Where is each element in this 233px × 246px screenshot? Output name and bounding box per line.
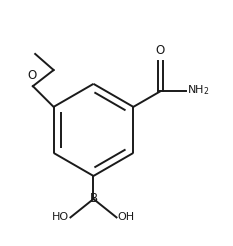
Text: O: O — [156, 44, 165, 57]
Text: OH: OH — [118, 212, 135, 222]
Text: NH$_2$: NH$_2$ — [187, 83, 209, 97]
Text: O: O — [27, 69, 36, 82]
Text: HO: HO — [52, 212, 69, 222]
Text: B: B — [89, 192, 98, 205]
